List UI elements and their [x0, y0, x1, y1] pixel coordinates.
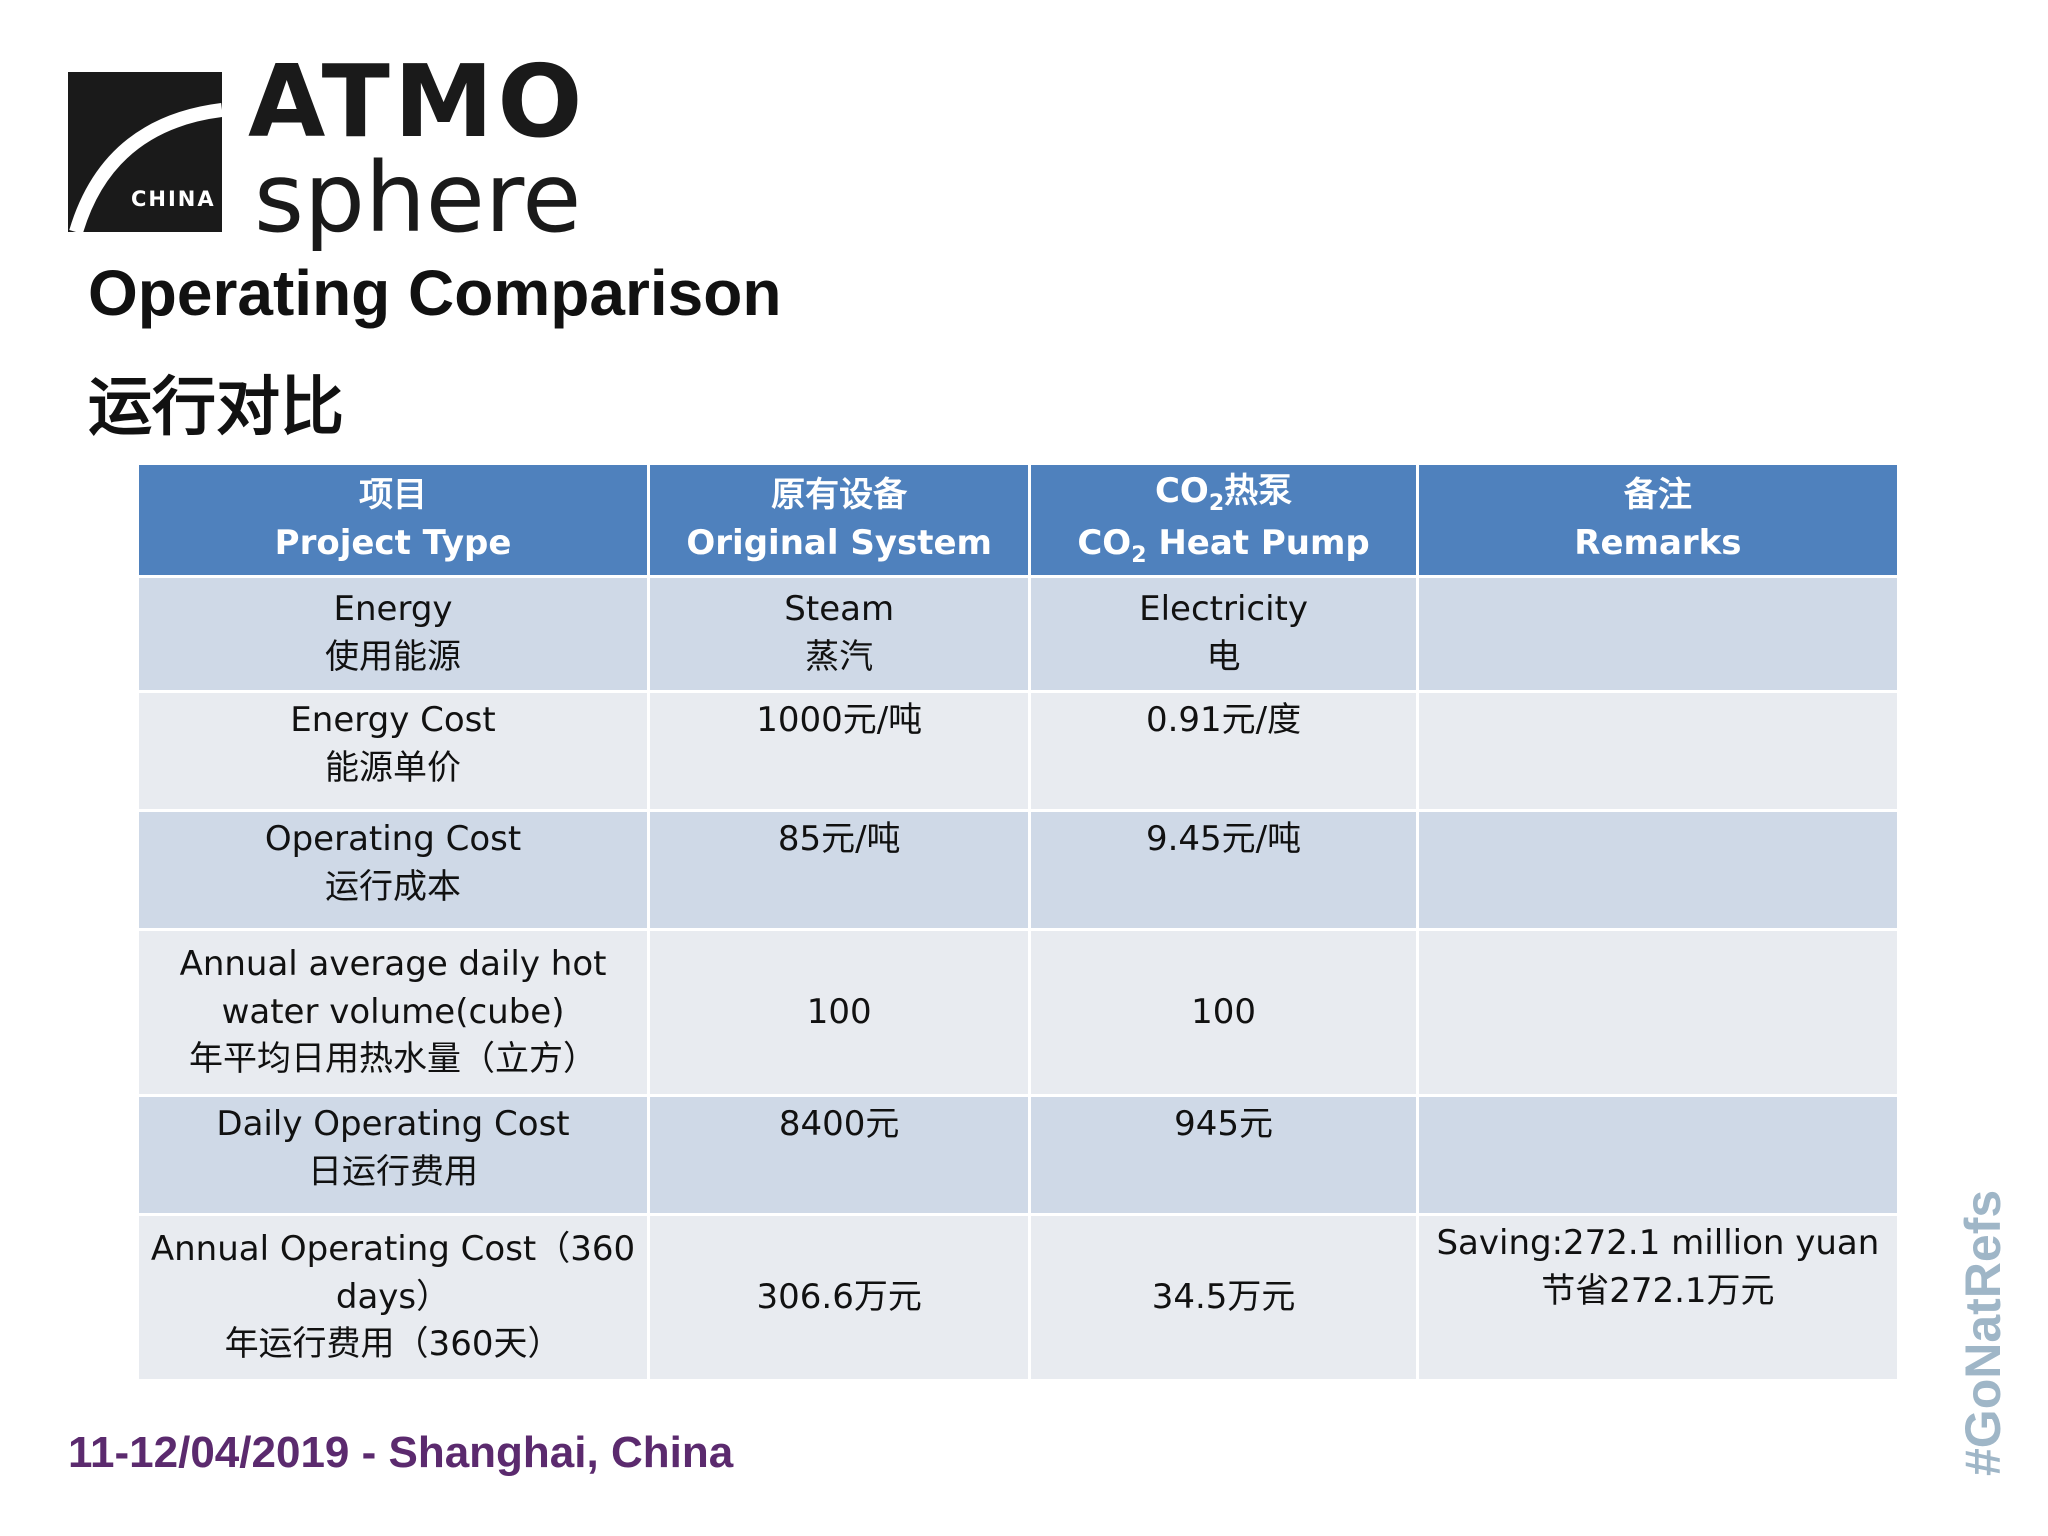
row-label: Operating Cost 运行成本 [139, 812, 648, 928]
remarks-value [1418, 578, 1897, 690]
original-value: 1000元/吨 [650, 693, 1029, 809]
heatpump-value: 945元 [1031, 1097, 1416, 1213]
table-header-row: 项目 Project Type 原有设备 Original System CO2… [139, 465, 1897, 575]
comparison-table: 项目 Project Type 原有设备 Original System CO2… [136, 462, 1900, 1382]
table-row: Operating Cost 运行成本 85元/吨 9.45元/吨 [139, 812, 1897, 928]
header-co2-heat-pump: CO2热泵 CO2 Heat Pump [1031, 465, 1416, 575]
event-date-location: 11-12/04/2019 - Shanghai, China [68, 1428, 734, 1477]
page-title: Operating Comparison [88, 257, 782, 329]
heatpump-value: 100 [1031, 931, 1416, 1094]
remarks-value [1418, 931, 1897, 1094]
header-project-type: 项目 Project Type [139, 465, 648, 575]
remarks-value [1418, 1097, 1897, 1213]
original-value: 85元/吨 [650, 812, 1029, 928]
row-label: Daily Operating Cost 日运行费用 [139, 1097, 648, 1213]
page-title-chinese: 运行对比 [88, 371, 344, 445]
original-value: 306.6万元 [650, 1216, 1029, 1379]
header-remarks: 备注 Remarks [1418, 465, 1897, 575]
row-label: Annual Operating Cost（360 days） 年运行费用（36… [139, 1216, 648, 1379]
remarks-value [1418, 812, 1897, 928]
original-value: Steam 蒸汽 [650, 578, 1029, 690]
original-value: 8400元 [650, 1097, 1029, 1213]
row-label: Energy Cost 能源单价 [139, 693, 648, 809]
remarks-value: Saving:272.1 million yuan 节省272.1万元 [1418, 1216, 1897, 1379]
table-row: Energy 使用能源 Steam 蒸汽 Electricity 电 [139, 578, 1897, 690]
original-value: 100 [650, 931, 1029, 1094]
hashtag-text: #GoNatRefs [1955, 1189, 2011, 1476]
heatpump-value: 9.45元/吨 [1031, 812, 1416, 928]
atmosphere-logo-mark-icon [68, 72, 222, 232]
table-row: Energy Cost 能源单价 1000元/吨 0.91元/度 [139, 693, 1897, 809]
logo-sphere-text: sphere [254, 142, 582, 254]
header-original-system: 原有设备 Original System [650, 465, 1029, 575]
atmosphere-logo: CHINA ATMO sphere [68, 52, 588, 254]
row-label: Energy 使用能源 [139, 578, 648, 690]
heatpump-value: Electricity 电 [1031, 578, 1416, 690]
remarks-value [1418, 693, 1897, 809]
table-row: Annual average daily hot water volume(cu… [139, 931, 1897, 1094]
row-label: Annual average daily hot water volume(cu… [139, 931, 648, 1094]
heatpump-value: 34.5万元 [1031, 1216, 1416, 1379]
logo-china-text: CHINA [131, 187, 216, 211]
table-row: Annual Operating Cost（360 days） 年运行费用（36… [139, 1216, 1897, 1379]
logo-atmo-text: ATMO [248, 43, 587, 160]
table-row: Daily Operating Cost 日运行费用 8400元 945元 [139, 1097, 1897, 1213]
heatpump-value: 0.91元/度 [1031, 693, 1416, 809]
